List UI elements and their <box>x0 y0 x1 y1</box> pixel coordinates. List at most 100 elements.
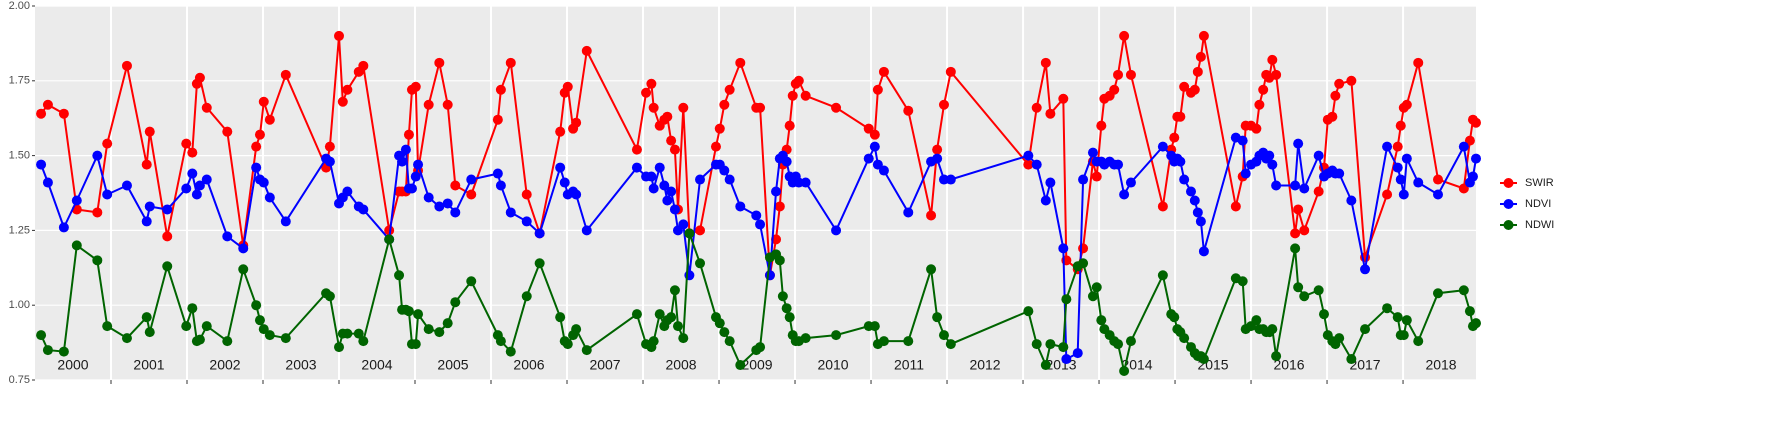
point <box>342 328 353 339</box>
legend-marker <box>1503 178 1514 188</box>
point <box>492 168 503 179</box>
point <box>1432 189 1443 200</box>
x-tick-label: 2001 <box>133 357 164 373</box>
point <box>423 324 434 335</box>
x-tick-label: 2003 <box>285 357 316 373</box>
point <box>1096 120 1107 131</box>
point <box>1058 243 1069 254</box>
point <box>324 156 335 167</box>
point <box>1401 153 1412 164</box>
point <box>521 216 532 227</box>
y-tick-label: 1.00 <box>9 299 30 311</box>
point <box>1458 141 1469 152</box>
point <box>724 84 735 95</box>
point <box>434 201 445 212</box>
point <box>787 90 798 101</box>
point <box>662 111 673 122</box>
point <box>1185 186 1196 197</box>
point <box>1299 225 1310 236</box>
point <box>1267 324 1278 335</box>
point <box>714 318 725 329</box>
point <box>571 117 582 128</box>
point <box>397 156 408 167</box>
point <box>1251 315 1262 326</box>
point <box>562 81 573 92</box>
point <box>1045 339 1056 350</box>
point <box>646 78 657 89</box>
point <box>903 336 914 347</box>
point <box>666 312 677 323</box>
point <box>878 165 889 176</box>
point <box>714 123 725 134</box>
point <box>1031 159 1042 170</box>
point <box>648 102 659 113</box>
point <box>1096 315 1107 326</box>
x-tick-label: 2007 <box>589 357 620 373</box>
point <box>869 141 880 152</box>
point <box>187 303 198 314</box>
x-tick-label: 2014 <box>1121 357 1152 373</box>
point <box>654 162 665 173</box>
point <box>194 72 205 83</box>
point <box>58 108 69 119</box>
point <box>1058 342 1069 353</box>
point <box>938 174 949 185</box>
point <box>521 291 532 302</box>
point <box>662 195 673 206</box>
point <box>1045 177 1056 188</box>
point <box>42 177 53 188</box>
point <box>1179 333 1190 344</box>
point <box>1471 117 1481 128</box>
point <box>42 345 53 356</box>
point <box>1091 171 1102 182</box>
point <box>1458 285 1469 296</box>
point <box>534 228 545 239</box>
point <box>735 360 746 371</box>
point <box>678 102 689 113</box>
point <box>932 153 943 164</box>
point <box>450 297 461 308</box>
point <box>1195 216 1206 227</box>
point <box>141 216 152 227</box>
point <box>1413 57 1424 68</box>
point <box>342 84 353 95</box>
point <box>581 45 592 56</box>
point <box>631 162 642 173</box>
point <box>1334 333 1345 344</box>
point <box>258 96 269 107</box>
point <box>646 171 657 182</box>
point <box>121 60 132 71</box>
point <box>450 207 461 218</box>
point <box>1392 162 1403 173</box>
point <box>938 99 949 110</box>
point <box>1091 282 1102 293</box>
point <box>735 201 746 212</box>
point <box>334 30 345 41</box>
x-tick-label: 2011 <box>894 357 924 373</box>
point <box>1087 147 1098 158</box>
point <box>58 346 69 357</box>
point <box>945 66 956 77</box>
point <box>1382 303 1393 314</box>
point <box>505 57 516 68</box>
point <box>222 231 233 242</box>
point <box>1413 177 1424 188</box>
point <box>495 84 506 95</box>
point <box>1313 150 1324 161</box>
point <box>413 309 424 320</box>
point <box>264 192 275 203</box>
point <box>495 336 506 347</box>
point <box>669 144 680 155</box>
point <box>695 174 706 185</box>
legend-marker <box>1503 199 1514 209</box>
point <box>1040 195 1051 206</box>
point <box>1119 366 1130 377</box>
point <box>201 174 212 185</box>
point <box>1382 141 1393 152</box>
point <box>1293 138 1304 149</box>
point <box>735 57 746 68</box>
point <box>1413 336 1424 347</box>
point <box>755 219 766 230</box>
point <box>562 339 573 350</box>
point <box>666 186 677 197</box>
